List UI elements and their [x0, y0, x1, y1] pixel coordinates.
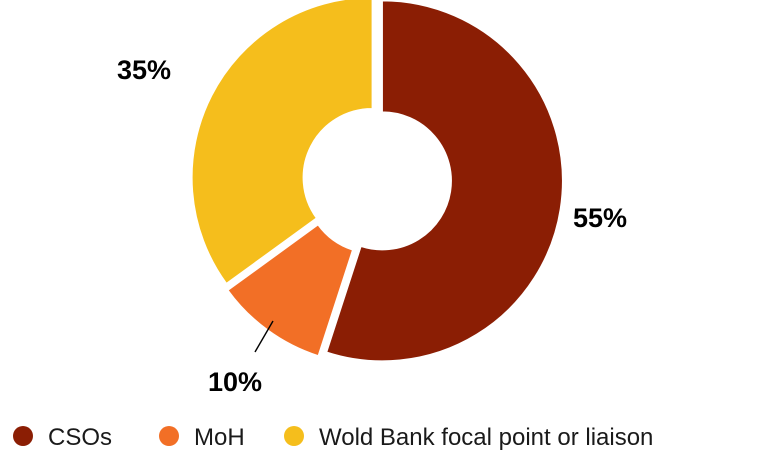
data-label-csos: 55%	[573, 203, 627, 233]
legend-label-wold-bank: Wold Bank focal point or liaison	[319, 424, 653, 451]
legend-label-moh: MoH	[194, 424, 245, 451]
data-label-moh: 10%	[208, 367, 262, 397]
legend-item-csos: CSOs	[13, 424, 112, 451]
legend-item-moh: MoH	[159, 424, 245, 451]
slice-csos	[326, 0, 563, 362]
legend-label-csos: CSOs	[48, 424, 112, 451]
slice-wold-bank	[191, 0, 373, 284]
slices-group	[191, 0, 563, 362]
legend-swatch-csos	[13, 426, 33, 446]
slice-moh	[227, 224, 354, 357]
legend-swatch-wold-bank	[284, 426, 304, 446]
labels-group: 55% 10% 35%	[117, 55, 627, 397]
data-label-wold-bank: 35%	[117, 55, 171, 85]
leader-line-moh	[254, 320, 274, 353]
legend: CSOs MoH Wold Bank focal point or liaiso…	[13, 424, 653, 451]
legend-item-wold-bank: Wold Bank focal point or liaison	[284, 424, 653, 451]
legend-swatch-moh	[159, 426, 179, 446]
